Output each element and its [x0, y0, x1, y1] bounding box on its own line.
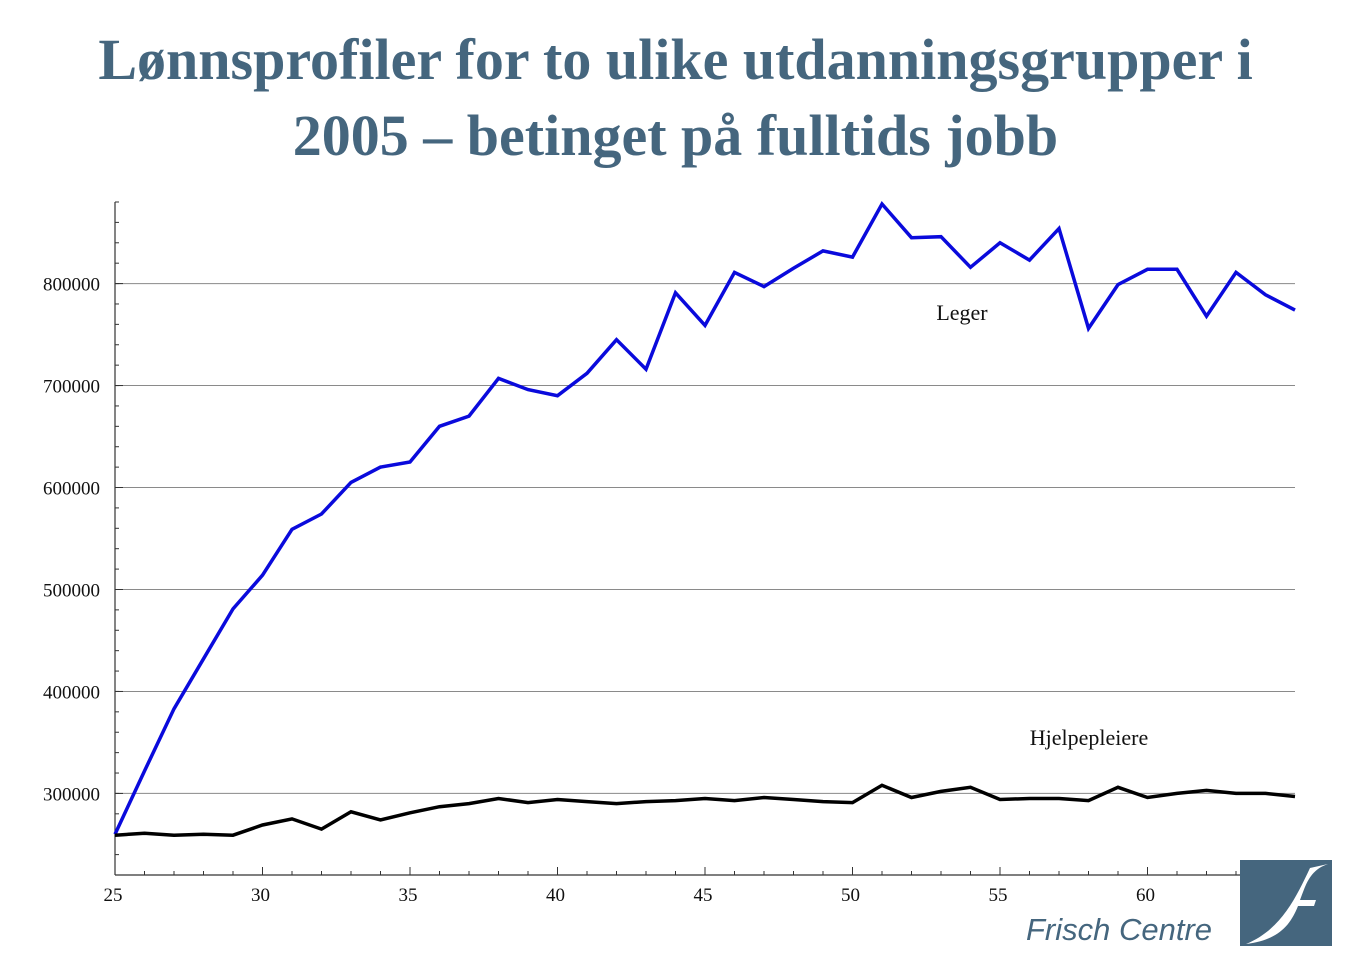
- frisch-centre-logo-icon: [1240, 860, 1332, 946]
- x-tick-label: 40: [546, 885, 565, 906]
- series-line-leger: [113, 200, 1296, 835]
- y-tick-label: 300000: [43, 784, 100, 805]
- series-label-hjelpepleiere: Hjelpepleiere: [1030, 725, 1149, 750]
- y-tick-label: 400000: [43, 682, 100, 703]
- title-line-1: Lønnsprofiler for to ulike utdanningsgru…: [98, 27, 1253, 92]
- x-tick-label: 45: [694, 885, 713, 906]
- chart-title: Lønnsprofiler for to ulike utdanningsgru…: [0, 22, 1351, 174]
- x-tick-label: 55: [989, 885, 1008, 906]
- series-label-leger: Leger: [936, 300, 988, 325]
- title-line-2: 2005 – betinget på fulltids jobb: [292, 103, 1059, 168]
- x-tick-label: 35: [399, 885, 418, 906]
- x-tick-label: 30: [251, 885, 270, 906]
- y-tick-label: 500000: [43, 580, 100, 601]
- frisch-centre-logo-text: Frisch Centre: [1026, 912, 1213, 947]
- y-tick-label: 600000: [43, 479, 100, 500]
- x-tick-label: 60: [1136, 885, 1155, 906]
- x-tick-label: 25: [104, 885, 123, 906]
- y-tick-label: 800000: [43, 275, 100, 296]
- y-tick-label: 700000: [43, 377, 100, 398]
- x-tick-label: 50: [841, 885, 860, 906]
- series-line-hjelpepleiere: [114, 783, 1296, 837]
